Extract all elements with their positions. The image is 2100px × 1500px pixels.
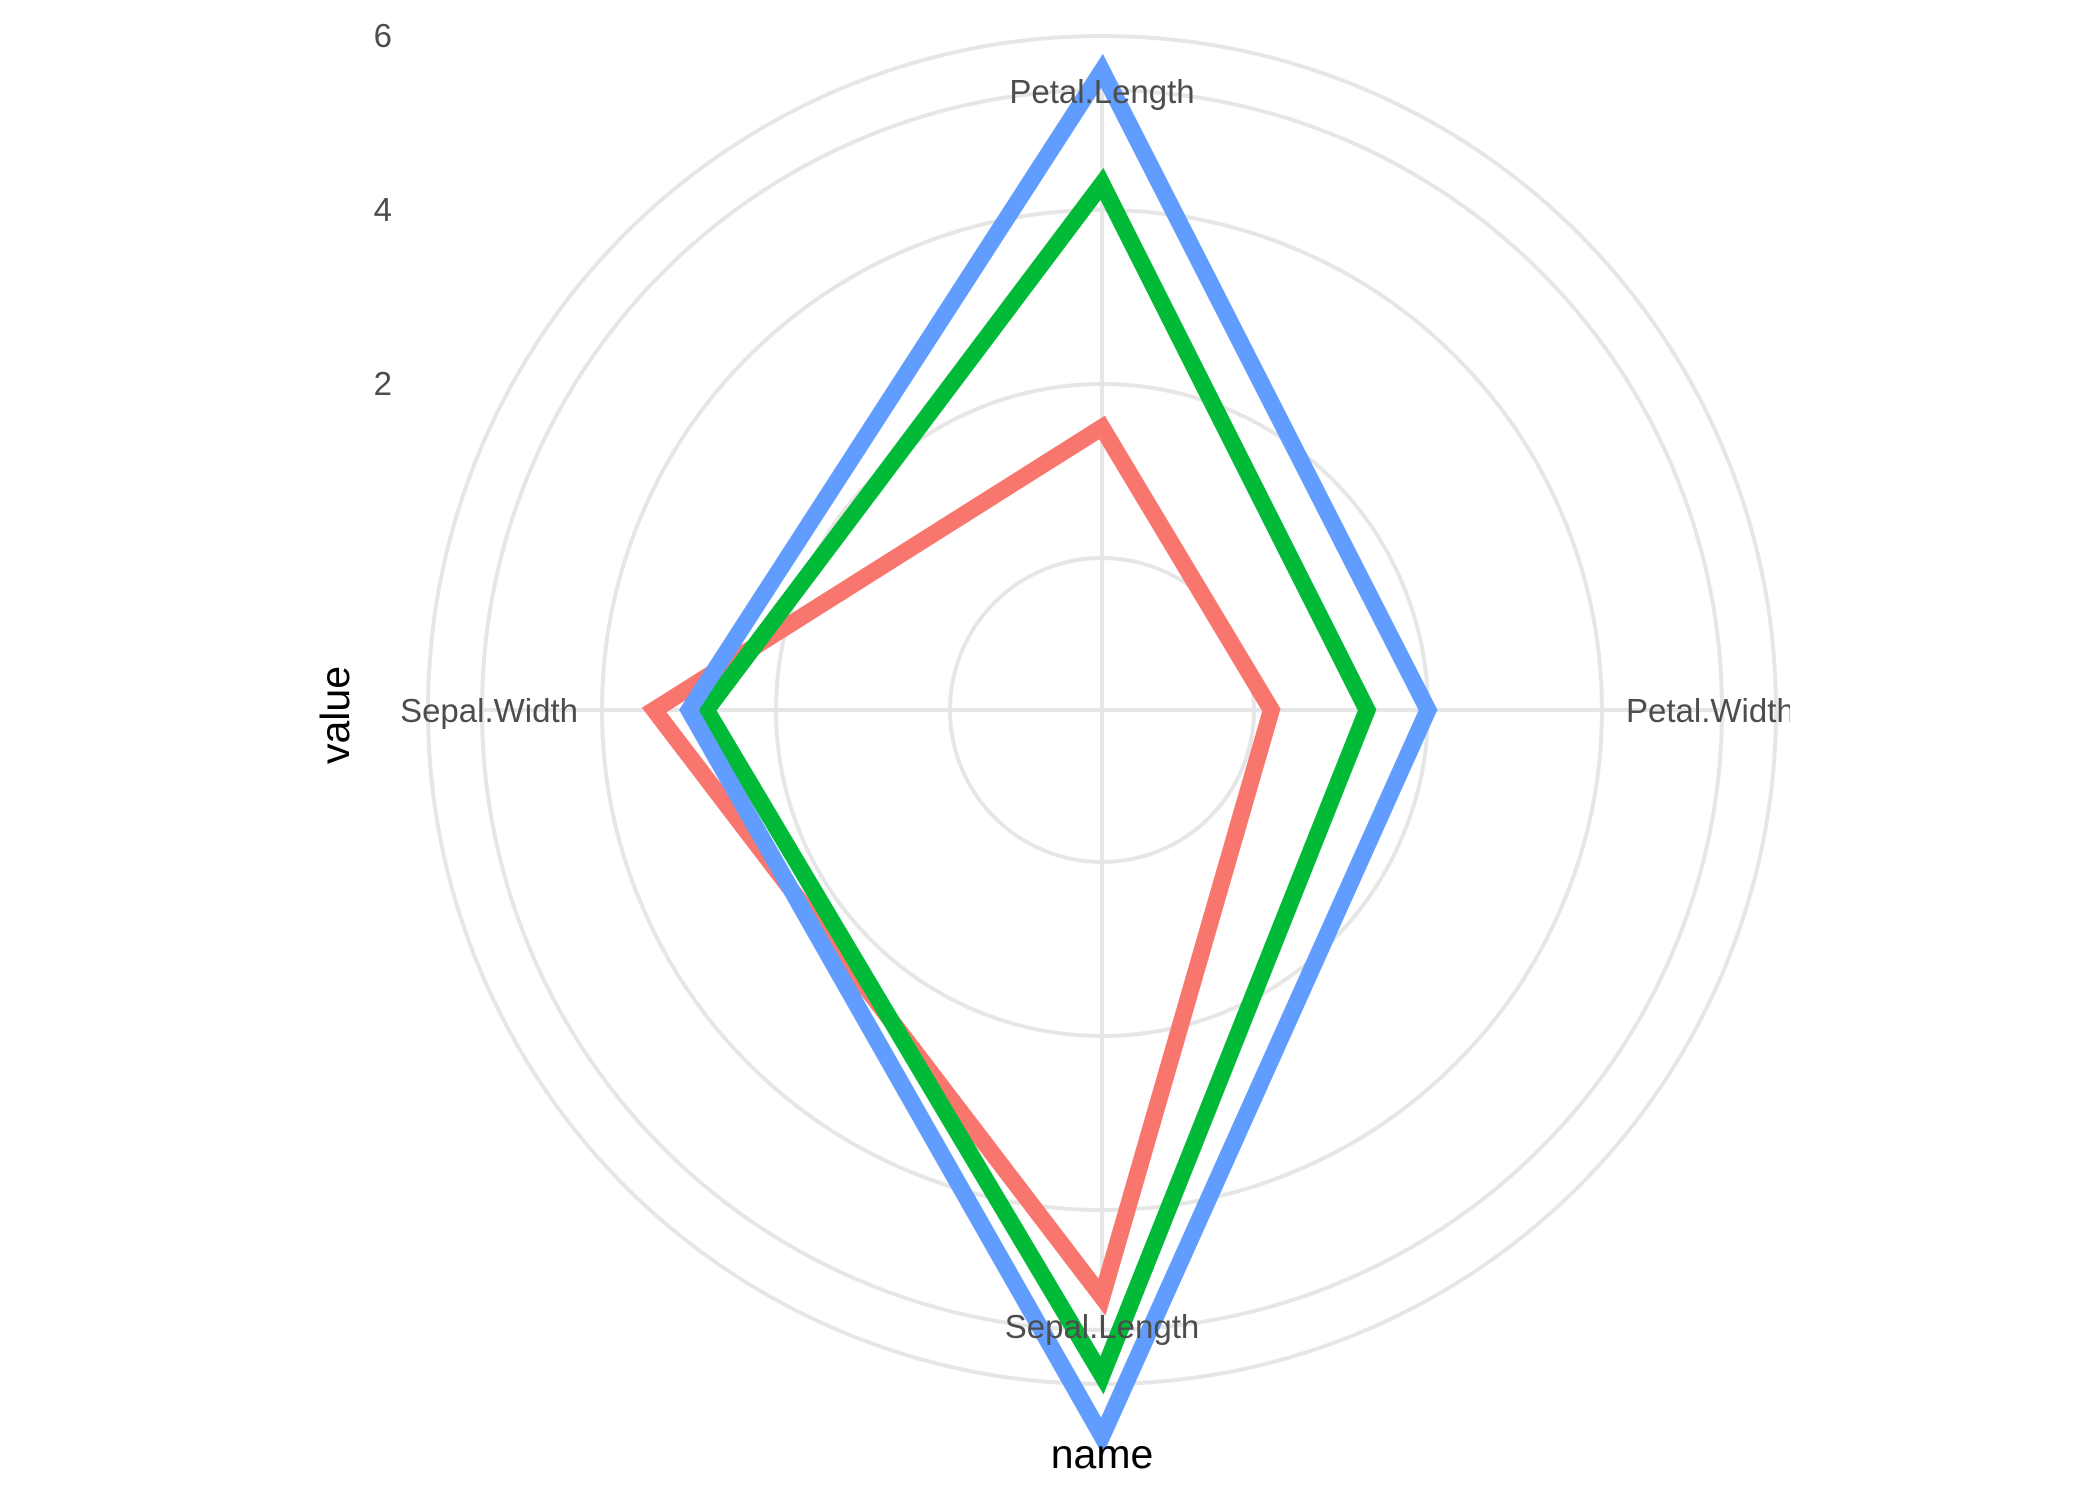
category-labels: Sepal.Length Sepal.Width Petal.Length Petal…	[400, 73, 1795, 1345]
radial-tick-label-4: 4	[374, 191, 392, 228]
category-label-petal-width: Petal.Width	[1626, 692, 1795, 729]
category-label-petal-length: Petal.Length	[1009, 73, 1194, 110]
y-axis-title: value	[312, 666, 358, 764]
series-line-2	[696, 167, 1377, 1395]
x-axis-title: name	[1051, 1431, 1154, 1477]
series-layer	[641, 53, 1438, 1455]
category-label-sepal-width: Sepal.Width	[400, 692, 578, 729]
radial-tick-label-2: 2	[374, 365, 392, 402]
polar-grid	[426, 34, 1778, 1386]
radial-tick-label-6: 6	[374, 17, 392, 54]
radial-tick-labels: 2 4 6	[374, 17, 392, 402]
category-label-sepal-length: Sepal.Length	[1005, 1308, 1200, 1345]
series-line-3	[679, 53, 1438, 1455]
